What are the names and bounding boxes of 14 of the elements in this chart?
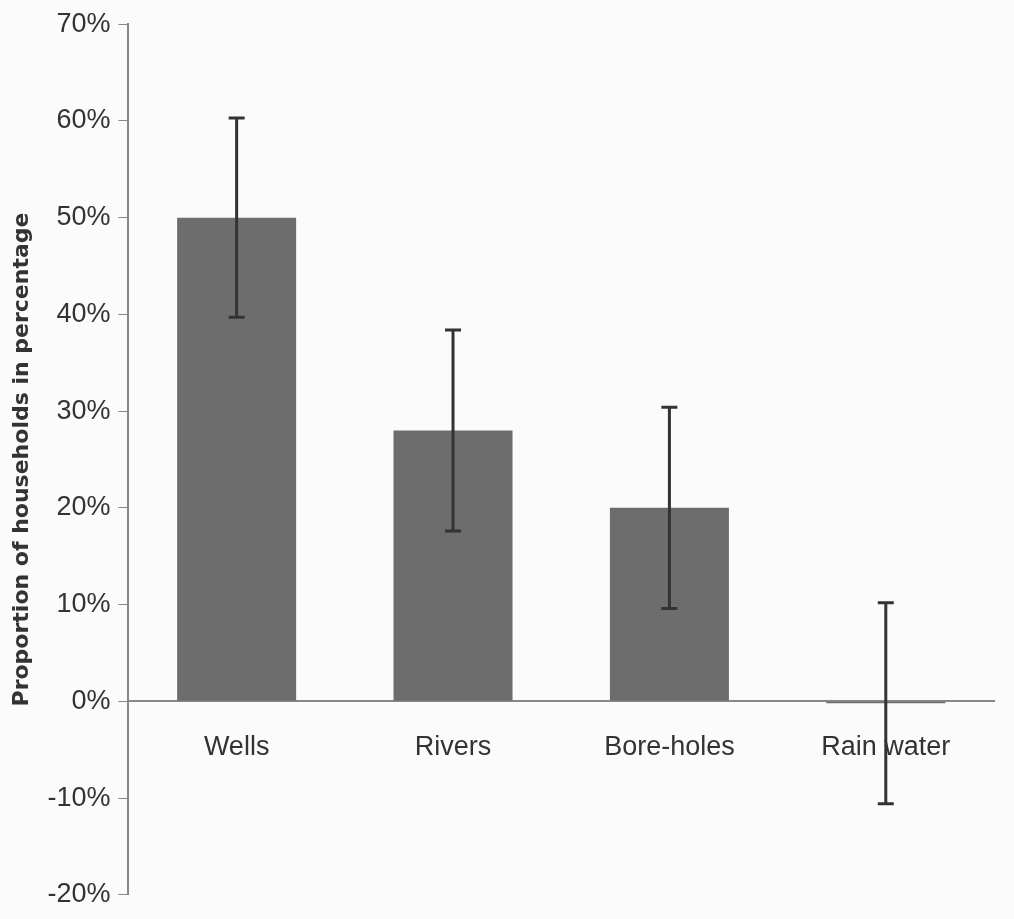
y-tick-label: 70% (56, 7, 111, 38)
y-tick-label: 30% (56, 394, 111, 425)
y-axis-title: Proportion of households in percentage (7, 212, 33, 707)
y-tick-label: 50% (56, 201, 111, 232)
y-tick-label: 20% (56, 491, 111, 522)
y-tick-label: -20% (47, 878, 111, 909)
y-tick-label: 60% (56, 104, 111, 135)
y-tick-label: 40% (56, 297, 111, 328)
y-tick-label: 0% (71, 684, 111, 715)
x-tick-label: Bore-holes (604, 730, 735, 761)
x-tick-label: Wells (203, 730, 270, 761)
x-tick-label: Rivers (414, 730, 492, 761)
y-tick-label: 10% (56, 588, 111, 619)
y-tick-label: -10% (47, 781, 111, 812)
